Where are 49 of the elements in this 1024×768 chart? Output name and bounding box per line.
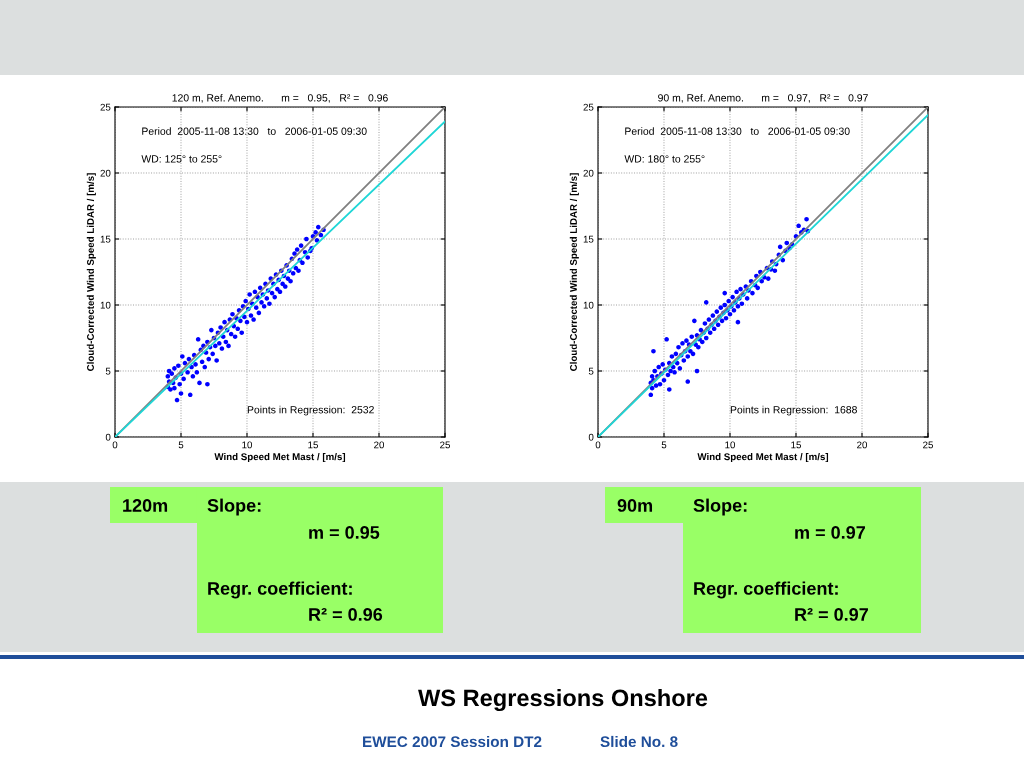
chart-title: 90 m, Ref. Anemo. m = 0.97, R² = 0.97 bbox=[658, 93, 868, 103]
text: 90m bbox=[617, 499, 653, 512]
text: R² = 0.96 bbox=[309, 608, 383, 621]
text: WS Regressions Onshore bbox=[418, 688, 708, 712]
x-tick-label: 0 bbox=[112, 441, 118, 449]
x-tick-label: 25 bbox=[440, 441, 450, 449]
text: 120m bbox=[123, 499, 168, 512]
x-tick-label: 15 bbox=[791, 441, 801, 449]
y-tick-label: 0 bbox=[105, 433, 111, 441]
x-tick-label: 10 bbox=[725, 441, 736, 449]
annotation: Period 2005-11-08 13:30 to 2006-01-05 09:30 bbox=[625, 127, 850, 135]
y-tick-label: 10 bbox=[100, 301, 111, 309]
x-tick-label: 20 bbox=[857, 441, 868, 449]
y-tick-label: 5 bbox=[588, 367, 594, 375]
y-tick-label: 0 bbox=[588, 433, 594, 441]
x-tick-label: 15 bbox=[308, 441, 318, 449]
x-tick-label: 5 bbox=[178, 441, 184, 449]
y-tick-label: 10 bbox=[583, 301, 594, 309]
x-tick-label: 5 bbox=[661, 441, 667, 449]
text: Slope: bbox=[207, 498, 261, 516]
annotation: Points in Regression: 1688 bbox=[730, 405, 857, 416]
annotation: Points in Regression: 2532 bbox=[247, 405, 374, 416]
x-tick-label: 25 bbox=[923, 441, 933, 449]
annotation: WD: 180° to 255° bbox=[624, 155, 705, 163]
y-tick-label: 15 bbox=[100, 235, 111, 243]
text: m = 0.97 bbox=[795, 526, 865, 539]
x-tick-label: 20 bbox=[374, 441, 385, 449]
y-tick-label: 20 bbox=[583, 169, 594, 177]
text: Slope: bbox=[693, 498, 747, 516]
y-tick-label: 5 bbox=[105, 367, 111, 375]
text: R² = 0.97 bbox=[795, 608, 868, 621]
text: Slide No. 8 bbox=[600, 735, 678, 748]
annotation: Period 2005-11-08 13:30 to 2006-01-05 09:30 bbox=[142, 127, 367, 135]
x-tick-label: 0 bbox=[595, 441, 601, 449]
y-tick-label: 20 bbox=[100, 169, 111, 177]
text: Regr. coefficient: bbox=[694, 581, 838, 599]
text: Regr. coefficient: bbox=[208, 581, 352, 599]
y-axis-title: Cloud-Corrected Wind Speed LiDAR / [m/s] bbox=[569, 173, 579, 371]
x-axis-title: Wind Speed Met Mast / [m/s] bbox=[214, 453, 346, 463]
annotation: WD: 125° to 255° bbox=[141, 155, 222, 163]
y-tick-label: 15 bbox=[583, 235, 594, 243]
x-axis-title: Wind Speed Met Mast / [m/s] bbox=[697, 453, 829, 463]
x-tick-label: 10 bbox=[242, 441, 253, 449]
text: m = 0.95 bbox=[309, 526, 380, 539]
y-tick-label: 25 bbox=[583, 103, 594, 111]
y-tick-label: 25 bbox=[100, 103, 111, 111]
chart-title: 120 m, Ref. Anemo. m = 0.95, R² = 0.96 bbox=[172, 93, 388, 103]
text: EWEC 2007 Session DT2 bbox=[363, 735, 542, 748]
y-axis-title: Cloud-Corrected Wind Speed LiDAR / [m/s] bbox=[86, 173, 96, 371]
